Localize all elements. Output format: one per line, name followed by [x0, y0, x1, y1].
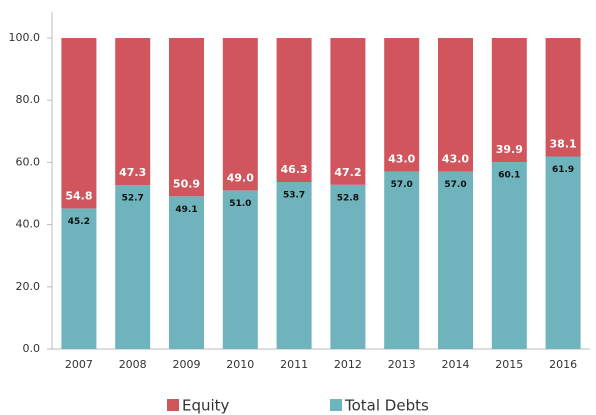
bar-segment [491, 38, 527, 163]
bar-segment [169, 196, 204, 349]
bar-segment [545, 156, 581, 349]
bar-segment [276, 38, 312, 182]
data-label: 61.9 [552, 165, 574, 175]
legend-swatch [330, 399, 342, 411]
data-label: 51.0 [229, 199, 251, 209]
bar-segment [438, 171, 473, 349]
x-tick-label: 2009 [173, 358, 201, 371]
data-label: 45.2 [68, 217, 90, 227]
bar-segment [276, 181, 312, 349]
bar-segment [384, 171, 420, 349]
data-label: 53.7 [283, 190, 305, 200]
bar-segment [222, 190, 258, 349]
bar-segment [545, 38, 581, 157]
x-tick-label: 2013 [388, 358, 416, 371]
legend-swatch [167, 399, 179, 411]
legend-label: Total Debts [344, 397, 429, 415]
x-tick-label: 2014 [442, 358, 470, 371]
y-tick-label: 40.0 [16, 218, 41, 231]
data-label: 52.8 [337, 193, 359, 203]
data-label: 57.0 [391, 180, 413, 190]
x-tick-label: 2015 [495, 358, 523, 371]
data-label: 39.9 [496, 143, 523, 156]
data-label: 43.0 [442, 153, 469, 166]
data-label: 57.0 [444, 180, 466, 190]
bar-segment [330, 184, 366, 349]
x-tick-label: 2008 [119, 358, 147, 371]
y-tick-label: 20.0 [16, 280, 41, 293]
x-tick-label: 2007 [65, 358, 93, 371]
y-tick-label: 0.0 [23, 342, 41, 355]
data-label: 47.2 [334, 166, 361, 179]
data-label: 47.3 [119, 166, 146, 179]
x-tick-label: 2011 [280, 358, 308, 371]
y-tick-label: 80.0 [16, 93, 41, 106]
y-tick-label: 100.0 [9, 31, 41, 44]
data-label: 49.1 [175, 205, 197, 215]
x-tick-label: 2012 [334, 358, 362, 371]
y-tick-label: 60.0 [16, 155, 41, 168]
data-label: 46.3 [281, 163, 308, 176]
bar-segment [384, 38, 420, 172]
bar-segment [491, 162, 527, 349]
bar-segment [115, 185, 151, 349]
bar-segment [222, 38, 258, 191]
bar-segment [115, 38, 151, 186]
data-label: 60.1 [498, 171, 520, 181]
data-label: 54.8 [65, 189, 92, 202]
bar-segment [61, 208, 97, 349]
bar-segment [330, 38, 366, 185]
data-label: 52.7 [122, 194, 144, 204]
data-label: 49.0 [227, 171, 254, 184]
bar-segment [169, 38, 204, 197]
bar-segment [438, 38, 473, 172]
x-tick-label: 2010 [226, 358, 254, 371]
x-tick-label: 2016 [549, 358, 577, 371]
legend-label: Equity [182, 397, 230, 415]
data-label: 38.1 [550, 137, 577, 150]
data-label: 43.0 [388, 153, 415, 166]
bar-segment [61, 38, 97, 209]
data-label: 50.9 [173, 177, 200, 190]
